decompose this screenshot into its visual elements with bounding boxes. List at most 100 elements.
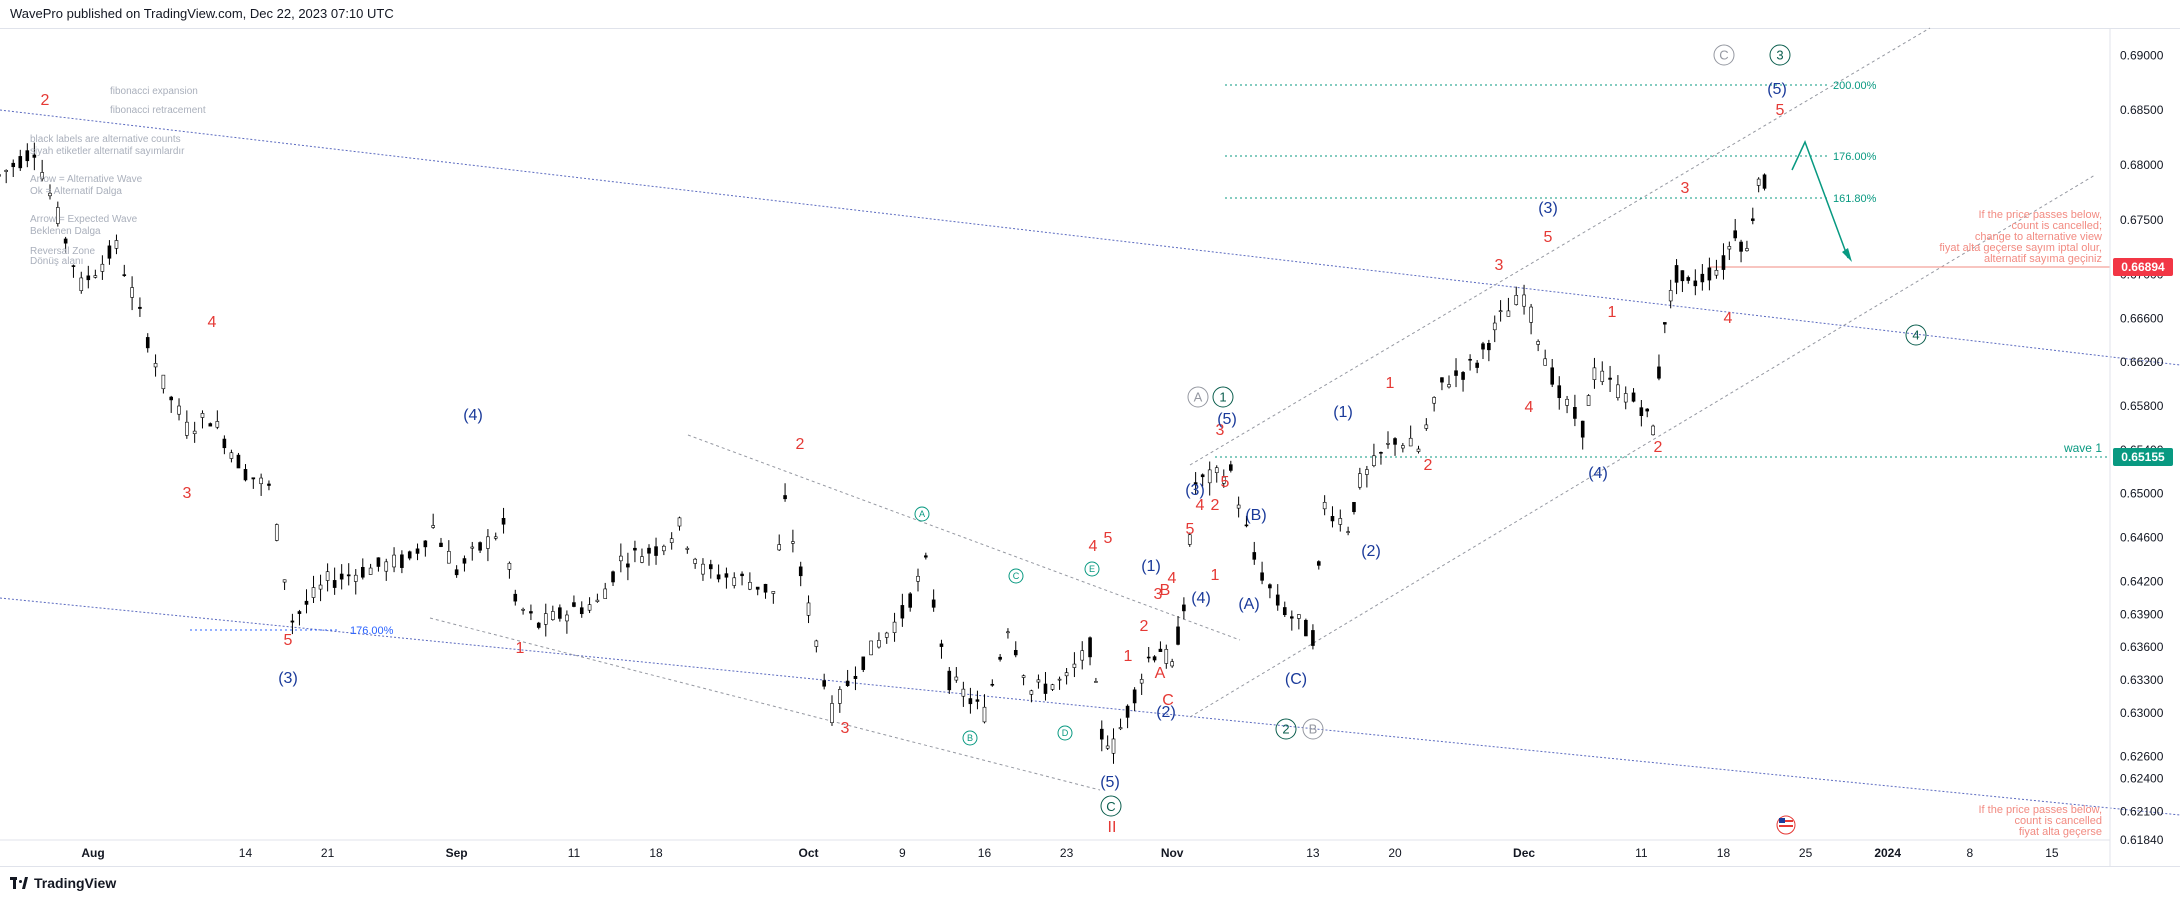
candle-body — [40, 172, 44, 180]
x-tick-label: 16 — [978, 846, 992, 860]
wave-label-red: II — [1108, 819, 1117, 836]
candle-body — [861, 656, 866, 670]
candle-body — [1543, 358, 1547, 366]
candle-body — [990, 683, 995, 686]
candle-body — [1221, 476, 1226, 484]
wave-label-red: 3 — [1154, 586, 1163, 603]
candle-body — [0, 174, 1, 177]
candle-body — [763, 583, 768, 593]
candle-body — [56, 207, 60, 224]
candle-body — [93, 275, 98, 278]
legend-note: siyah etiketler alternatif sayımlardır — [30, 146, 185, 157]
candle-body — [1214, 467, 1219, 473]
candle-body — [1379, 452, 1383, 454]
wave-label-red: 2 — [1211, 497, 1220, 514]
candle-body — [931, 599, 936, 608]
candle-body — [1657, 366, 1661, 379]
candle-body — [353, 574, 358, 582]
alert-note: fiyat alta geçerse sayım iptal olur, — [1939, 242, 2102, 254]
circle-label-text: B — [967, 733, 973, 743]
x-tick-label: Nov — [1161, 846, 1184, 860]
circled-wave-label: E — [1084, 561, 1100, 577]
candle-body — [892, 621, 897, 633]
candle-body — [1236, 504, 1241, 509]
wave-label-red: 4 — [208, 314, 217, 331]
candle-body — [1750, 218, 1755, 221]
candle-body — [1029, 690, 1034, 695]
tradingview-mark-icon — [10, 877, 28, 889]
candle-body — [1674, 265, 1679, 283]
wave-label-red: 3 — [1495, 257, 1504, 274]
candle-body — [900, 605, 905, 619]
wave-label-blue: (4) — [1588, 465, 1608, 482]
candle-body — [1111, 738, 1116, 754]
candle-body — [595, 599, 600, 602]
wave-label-blue: (4) — [1191, 590, 1211, 607]
candle-body — [215, 421, 220, 428]
y-tick-label: 0.68500 — [2120, 103, 2164, 117]
candle-body — [282, 579, 287, 583]
candle-body — [1322, 502, 1327, 510]
circle-label-text: 2 — [1282, 722, 1289, 737]
candle-body — [18, 156, 23, 169]
legend-note: Arrow = Alternative Wave — [30, 174, 143, 185]
candle-body — [1492, 322, 1497, 331]
fib-label: 200.00% — [1833, 80, 1877, 92]
candle-body — [346, 574, 351, 577]
candle-body — [1680, 270, 1685, 282]
wave-label-red: 3 — [841, 720, 850, 737]
x-axis[interactable]: Aug 14 21 Sep 11 18 Oct 9 16 23 Nov 13 20 Dec 11 18 25 20… — [0, 839, 2110, 860]
y-tick-label: 0.64600 — [2120, 531, 2164, 545]
candle-body — [791, 541, 795, 544]
candle-body — [486, 536, 490, 549]
wave-label-red: 1 — [1124, 648, 1133, 665]
y-tick-label: 0.65000 — [2120, 487, 2164, 501]
candle-body — [1182, 604, 1186, 612]
price-badge-text: 0.66894 — [2121, 260, 2165, 274]
candle-body — [1170, 661, 1174, 667]
wave-label-red: 1 — [1608, 304, 1617, 321]
candle-body — [1487, 343, 1491, 351]
circle-icon — [1100, 795, 1122, 817]
candle-body — [1176, 626, 1180, 645]
wave-label-red: 5 — [1221, 474, 1230, 491]
circled-wave-label: A — [1187, 386, 1209, 408]
trend-line — [0, 597, 2180, 816]
candle-body — [229, 452, 234, 459]
y-tick-label: 0.62600 — [2120, 750, 2164, 764]
candle-body — [222, 438, 227, 449]
wave-label-red: 3 — [1216, 422, 1225, 439]
circled-wave-label: C — [1713, 44, 1735, 66]
candle-body — [1386, 443, 1390, 445]
y-axis[interactable]: 0.690000.685000.680000.675000.670000.666… — [2109, 28, 2173, 866]
trend-line — [1189, 27, 1931, 466]
candle-body — [1260, 572, 1264, 581]
candle-body — [662, 545, 666, 552]
y-tick-label: 0.67500 — [2120, 213, 2164, 227]
circle-icon — [962, 730, 978, 746]
candle-body — [1475, 362, 1479, 368]
candle-body — [1372, 455, 1376, 466]
candle-body — [603, 588, 608, 599]
x-tick-label: 15 — [2045, 846, 2059, 860]
legend-note: Ok = Alternatif Dalga — [30, 186, 122, 197]
tradingview-logo[interactable]: TradingView — [10, 875, 116, 891]
candle-body — [185, 421, 189, 436]
candle-body — [407, 551, 412, 559]
candle-body — [1152, 656, 1157, 661]
candle-body — [311, 587, 316, 598]
candle-body — [1663, 322, 1667, 325]
x-tick-label: 18 — [649, 846, 663, 860]
candle-body — [1616, 384, 1620, 398]
candle-body — [297, 611, 302, 614]
wave-label-blue: (3) — [1185, 482, 1205, 499]
candle-body — [360, 566, 365, 578]
circled-wave-label: 2 — [1275, 718, 1297, 740]
y-tick-label: 0.63000 — [2120, 706, 2164, 720]
candle-body — [1529, 306, 1533, 323]
candle-body — [654, 546, 658, 556]
candle-body — [251, 477, 256, 480]
candle-body — [708, 564, 713, 570]
fib-label: 161.80% — [1833, 193, 1877, 205]
